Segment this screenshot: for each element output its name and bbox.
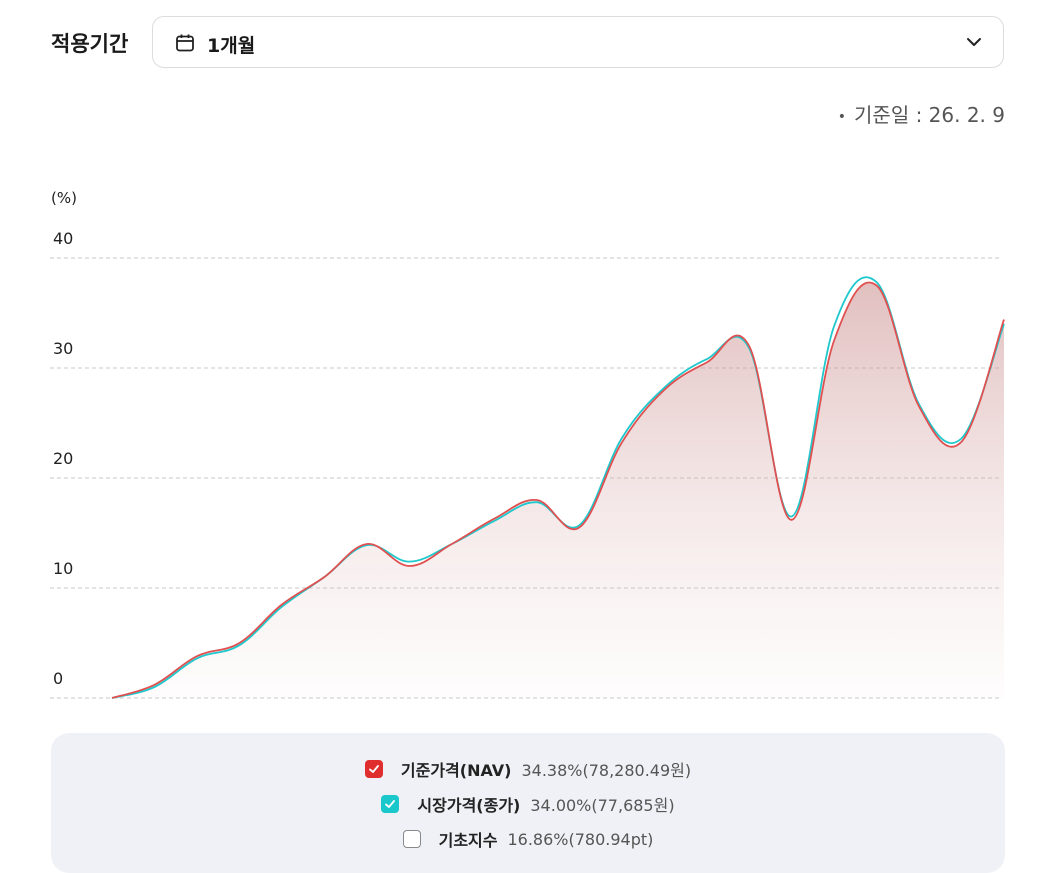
legend-value: 34.00%(77,685원) xyxy=(530,796,675,815)
period-dropdown[interactable]: 1개월 xyxy=(152,16,1004,68)
y-axis-unit: (%) xyxy=(51,189,77,207)
checkbox-checked-icon[interactable] xyxy=(381,795,400,813)
legend-name: 기준가격(NAV) xyxy=(400,761,512,780)
chart-legend: 기준가격(NAV) 34.38%(78,280.49원) 시장가격(종가) 34.00… xyxy=(51,733,1005,873)
period-label: 적용기간 xyxy=(51,32,129,56)
legend-item[interactable]: 기준가격(NAV) 34.38%(78,280.49원) xyxy=(51,757,1005,781)
y-tick-label: 30 xyxy=(53,339,73,358)
legend-item[interactable]: 기초지수 16.86%(780.94pt) xyxy=(51,827,1005,851)
legend-name: 시장가격(종가) xyxy=(417,796,521,815)
series-line-market xyxy=(111,276,1005,699)
checkbox-checked-icon[interactable] xyxy=(364,760,383,778)
reference-date: • 기준일 : 26. 2. 9 xyxy=(838,99,1005,128)
legend-value: 16.86%(780.94pt) xyxy=(507,829,654,849)
bullet-icon: • xyxy=(837,108,847,125)
performance-chart: (%) 0 10 20 30 40 xyxy=(50,189,1005,699)
period-value: 1개월 xyxy=(207,35,256,57)
legend-value: 34.38%(78,280.49원) xyxy=(521,761,692,780)
checkbox-unchecked-icon[interactable] xyxy=(402,830,421,848)
y-tick-label: 10 xyxy=(53,559,73,578)
y-tick-label: 20 xyxy=(53,449,73,468)
legend-name: 기초지수 xyxy=(438,831,498,850)
y-tick-label: 40 xyxy=(53,229,73,248)
chevron-down-icon xyxy=(967,38,981,46)
series-area-nav xyxy=(112,282,1004,698)
calendar-icon xyxy=(176,34,194,52)
reference-date-text: 기준일 : 26. 2. 9 xyxy=(854,103,1005,127)
legend-item[interactable]: 시장가격(종가) 34.00%(77,685원) xyxy=(51,792,1005,816)
y-tick-label: 0 xyxy=(53,669,63,688)
series-line-nav xyxy=(111,281,1005,699)
